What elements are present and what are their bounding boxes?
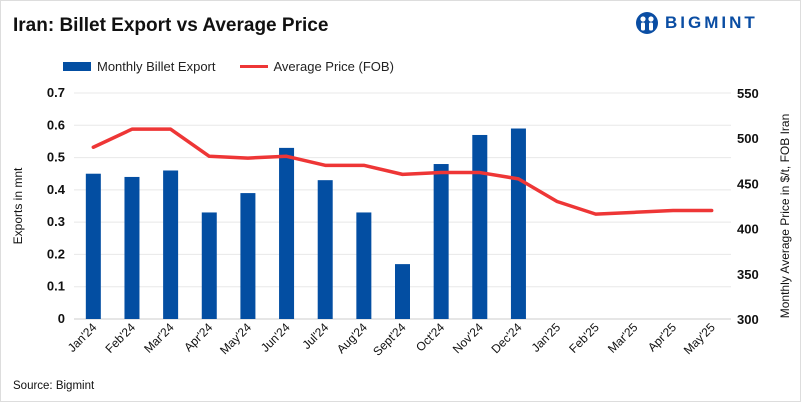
bar-jun24 bbox=[279, 147, 295, 319]
y2-axis-title: Monthly Average Price in $/t, FOB Iran bbox=[778, 114, 792, 319]
x-tick-label: Jul'24 bbox=[300, 320, 332, 352]
y2-tick-label: 500 bbox=[737, 131, 759, 146]
x-tick-label: Mar'24 bbox=[141, 320, 177, 356]
x-tick-label: Oct'24 bbox=[413, 320, 447, 354]
x-tick-label: Mar'25 bbox=[605, 320, 641, 356]
bar-apr24 bbox=[201, 212, 217, 319]
source-note: Source: Bigmint bbox=[13, 380, 95, 392]
x-tick-label: Sept'24 bbox=[370, 320, 409, 359]
legend: Monthly Billet Export Average Price (FOB… bbox=[63, 59, 418, 74]
bar-jan24 bbox=[85, 173, 101, 319]
y-tick-label: 0.7 bbox=[47, 85, 65, 100]
y-tick-label: 0.6 bbox=[47, 117, 65, 132]
y-tick-label: 0.1 bbox=[47, 279, 65, 294]
y-tick-label: 0.5 bbox=[47, 150, 65, 165]
legend-item-export: Monthly Billet Export bbox=[63, 59, 216, 74]
legend-swatch-bar bbox=[63, 62, 91, 71]
y2-tick-label: 400 bbox=[737, 222, 759, 237]
legend-item-price: Average Price (FOB) bbox=[239, 59, 394, 74]
y2-tick-label: 350 bbox=[737, 267, 759, 282]
x-tick-label: Jan'25 bbox=[529, 320, 564, 355]
bar-sept24 bbox=[395, 264, 410, 319]
bar-feb24 bbox=[124, 176, 140, 319]
bar-mar24 bbox=[163, 170, 179, 319]
x-tick-label: Aug'24 bbox=[334, 320, 370, 356]
bar-dec24 bbox=[510, 128, 526, 319]
legend-label: Monthly Billet Export bbox=[97, 59, 216, 74]
y-axis-title: Exports in mnt bbox=[11, 167, 25, 244]
x-tick-label: Feb'25 bbox=[566, 320, 602, 356]
legend-label: Average Price (FOB) bbox=[273, 59, 394, 74]
x-tick-label: Apr'25 bbox=[645, 320, 679, 354]
y-tick-label: 0.4 bbox=[47, 182, 66, 197]
x-tick-label: Jun'24 bbox=[258, 320, 293, 355]
y2-tick-label: 450 bbox=[737, 176, 759, 191]
x-tick-label: May'24 bbox=[217, 320, 254, 357]
bar-aug24 bbox=[356, 212, 372, 319]
y2-tick-label: 550 bbox=[737, 86, 759, 101]
x-tick-label: Jan'24 bbox=[65, 320, 100, 355]
bar-may24 bbox=[240, 193, 256, 319]
x-tick-label: May'25 bbox=[681, 320, 718, 357]
x-tick-label: Nov'24 bbox=[450, 320, 486, 356]
bar-jul24 bbox=[317, 180, 333, 319]
y-tick-label: 0.3 bbox=[47, 214, 65, 229]
y-tick-label: 0 bbox=[58, 311, 65, 326]
bar-oct24 bbox=[433, 164, 449, 319]
x-tick-label: Dec'24 bbox=[489, 320, 525, 356]
price-line bbox=[91, 127, 714, 216]
legend-swatch-line bbox=[239, 65, 268, 68]
bigmint-logo: BIGMINT bbox=[635, 11, 758, 35]
logo-text: BIGMINT bbox=[665, 13, 758, 32]
y2-tick-label: 300 bbox=[737, 312, 759, 327]
x-tick-label: Apr'24 bbox=[181, 320, 215, 354]
chart-title: Iran: Billet Export vs Average Price bbox=[13, 15, 329, 36]
y-tick-label: 0.2 bbox=[47, 246, 65, 261]
x-tick-label: Feb'24 bbox=[103, 320, 139, 356]
logo-people-icon bbox=[636, 12, 658, 34]
bar-nov24 bbox=[472, 134, 488, 319]
